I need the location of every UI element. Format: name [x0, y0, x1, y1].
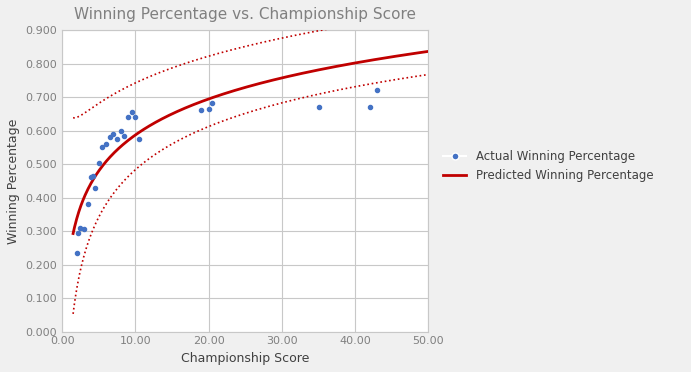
- Legend: Actual Winning Percentage, Predicted Winning Percentage: Actual Winning Percentage, Predicted Win…: [438, 145, 658, 186]
- Point: [130, 114, 141, 120]
- Point: [82, 201, 93, 207]
- Point: [86, 174, 97, 180]
- X-axis label: Championship Score: Championship Score: [181, 352, 310, 365]
- Point: [126, 109, 138, 115]
- Point: [196, 108, 207, 113]
- Point: [71, 250, 82, 256]
- Point: [90, 185, 101, 190]
- Point: [119, 133, 130, 139]
- Point: [364, 104, 375, 110]
- Point: [115, 128, 126, 134]
- Point: [122, 114, 133, 120]
- Point: [93, 160, 104, 166]
- Point: [104, 134, 115, 140]
- Point: [75, 225, 86, 231]
- Point: [79, 226, 90, 232]
- Point: [372, 87, 383, 93]
- Point: [97, 144, 108, 150]
- Point: [73, 230, 84, 236]
- Point: [111, 136, 122, 142]
- Point: [87, 173, 98, 179]
- Point: [108, 131, 119, 137]
- Point: [203, 106, 214, 112]
- Point: [207, 100, 218, 106]
- Y-axis label: Winning Percentage: Winning Percentage: [7, 118, 20, 244]
- Point: [313, 104, 324, 110]
- Title: Winning Percentage vs. Championship Score: Winning Percentage vs. Championship Scor…: [74, 7, 416, 22]
- Point: [133, 136, 144, 142]
- Point: [100, 141, 111, 147]
